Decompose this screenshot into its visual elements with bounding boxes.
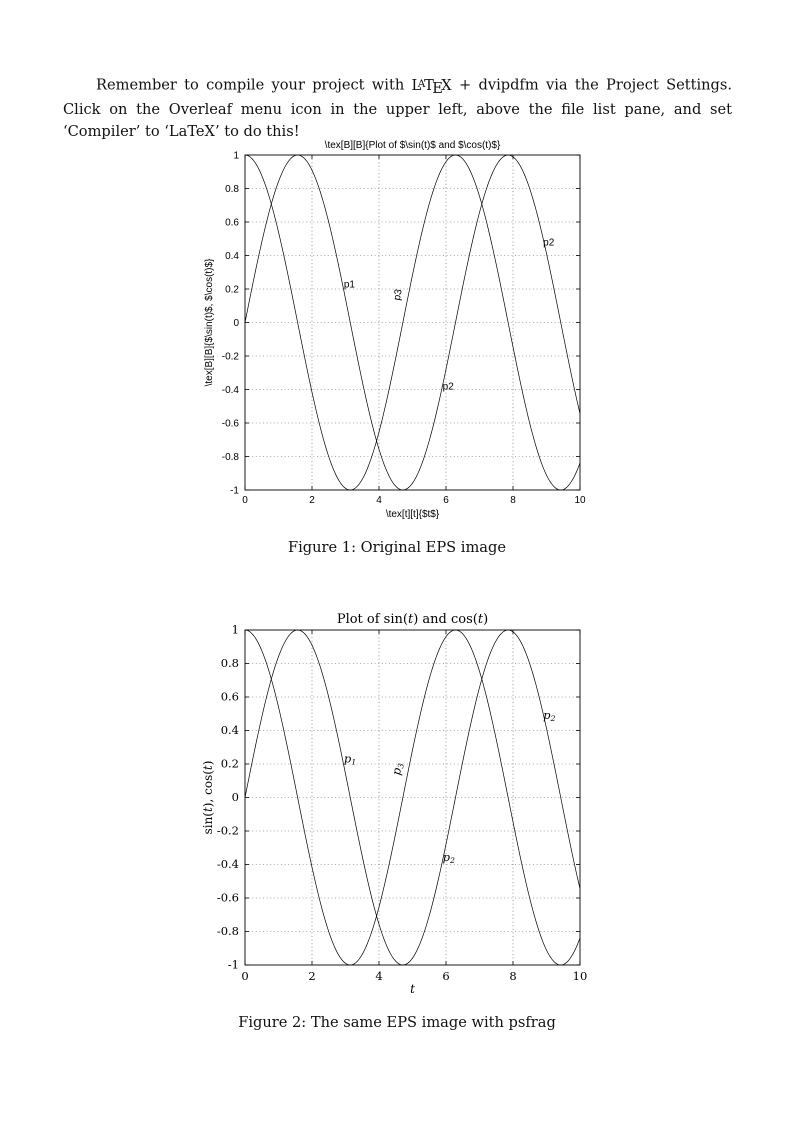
latex-logo: LATEX bbox=[411, 76, 452, 97]
figure-1: 0 2 4 6 8 10 -1 -0.8 -0.6 -0.4 -0.2 0 0.2 0.4 0.6 0.8 1 p… bbox=[190, 128, 620, 528]
svg-text:\tex[B][B]{$\sin(t)$, $\cos(t): \tex[B][B]{$\sin(t)$, $\cos(t)$} bbox=[204, 258, 215, 386]
svg-text:Plot of sin(t) and cos(t): Plot of sin(t) and cos(t) bbox=[337, 612, 488, 627]
svg-text:10: 10 bbox=[574, 495, 586, 506]
svg-text:p2: p2 bbox=[543, 708, 555, 723]
svg-text:t: t bbox=[410, 982, 415, 996]
svg-text:-0.4: -0.4 bbox=[222, 385, 240, 396]
svg-text:sin(t), cos(t): sin(t), cos(t) bbox=[201, 761, 215, 835]
svg-text:-0.8: -0.8 bbox=[217, 924, 239, 938]
latex-logo-e: E bbox=[432, 79, 443, 97]
figure-2-chart: 0 2 4 6 8 10 -1 -0.8 -0.6 -0.4 -0.2 0 0.2 0.4 0.6 0.8 1 p… bbox=[201, 612, 588, 996]
svg-text:0.4: 0.4 bbox=[225, 251, 239, 262]
svg-text:1: 1 bbox=[233, 151, 239, 162]
svg-text:p3: p3 bbox=[389, 762, 406, 777]
latex-logo-a: A bbox=[417, 78, 426, 90]
svg-text:0.8: 0.8 bbox=[225, 184, 239, 195]
svg-text:2: 2 bbox=[308, 969, 315, 983]
svg-text:0.4: 0.4 bbox=[221, 723, 239, 737]
svg-text:0: 0 bbox=[241, 969, 248, 983]
svg-text:-0.8: -0.8 bbox=[222, 452, 240, 463]
svg-text:6: 6 bbox=[443, 495, 449, 506]
latex-logo-l: L bbox=[411, 76, 422, 94]
svg-text:-0.2: -0.2 bbox=[222, 352, 240, 363]
svg-text:\tex[t][t]{$t$}: \tex[t][t]{$t$} bbox=[386, 509, 440, 520]
svg-text:p1: p1 bbox=[344, 751, 356, 766]
intro-text-1: Remember to compile your project with bbox=[96, 76, 412, 94]
svg-text:4: 4 bbox=[375, 969, 382, 983]
svg-text:-1: -1 bbox=[228, 958, 239, 972]
svg-text:0.2: 0.2 bbox=[221, 757, 239, 771]
svg-text:0.6: 0.6 bbox=[221, 690, 239, 704]
latex-logo-t: T bbox=[424, 76, 434, 94]
svg-text:-0.4: -0.4 bbox=[217, 857, 239, 871]
svg-text:8: 8 bbox=[510, 495, 516, 506]
svg-text:2: 2 bbox=[309, 495, 315, 506]
svg-text:-0.2: -0.2 bbox=[217, 824, 239, 838]
svg-text:\tex[B][B]{Plot of $\sin(t)$ a: \tex[B][B]{Plot of $\sin(t)$ and $\cos(t… bbox=[325, 140, 501, 151]
svg-text:-1: -1 bbox=[230, 486, 239, 497]
svg-text:-0.6: -0.6 bbox=[217, 891, 239, 905]
figure-2-caption: Figure 2: The same EPS image with psfrag bbox=[238, 1014, 556, 1031]
svg-text:4: 4 bbox=[376, 495, 382, 506]
svg-text:p2: p2 bbox=[543, 237, 555, 248]
figure-1-caption: Figure 1: Original EPS image bbox=[288, 539, 506, 556]
svg-text:6: 6 bbox=[442, 969, 449, 983]
svg-text:1: 1 bbox=[232, 623, 239, 637]
svg-text:p3: p3 bbox=[392, 288, 405, 301]
svg-text:8: 8 bbox=[509, 969, 516, 983]
svg-text:p2: p2 bbox=[443, 382, 455, 393]
figure-1-chart: 0 2 4 6 8 10 -1 -0.8 -0.6 -0.4 -0.2 0 0.2 0.4 0.6 0.8 1 p… bbox=[204, 140, 586, 520]
svg-text:0: 0 bbox=[233, 318, 239, 329]
figure-2: 0 2 4 6 8 10 -1 -0.8 -0.6 -0.4 -0.2 0 0.2 0.4 0.6 0.8 1 p… bbox=[190, 603, 620, 1003]
svg-text:0: 0 bbox=[232, 790, 239, 804]
svg-text:p1: p1 bbox=[344, 279, 356, 290]
svg-text:0: 0 bbox=[242, 495, 248, 506]
svg-text:0.6: 0.6 bbox=[225, 218, 239, 229]
intro-text-2: + dvipdfm via the Project Settings. Clic… bbox=[63, 76, 733, 140]
svg-text:p2: p2 bbox=[443, 850, 455, 865]
latex-logo-x: X bbox=[441, 76, 452, 94]
intro-paragraph: Remember to compile your project with LA… bbox=[63, 74, 732, 142]
svg-text:-0.6: -0.6 bbox=[222, 419, 240, 430]
svg-text:0.8: 0.8 bbox=[221, 656, 239, 670]
svg-text:0.2: 0.2 bbox=[225, 285, 239, 296]
svg-text:10: 10 bbox=[573, 969, 588, 983]
